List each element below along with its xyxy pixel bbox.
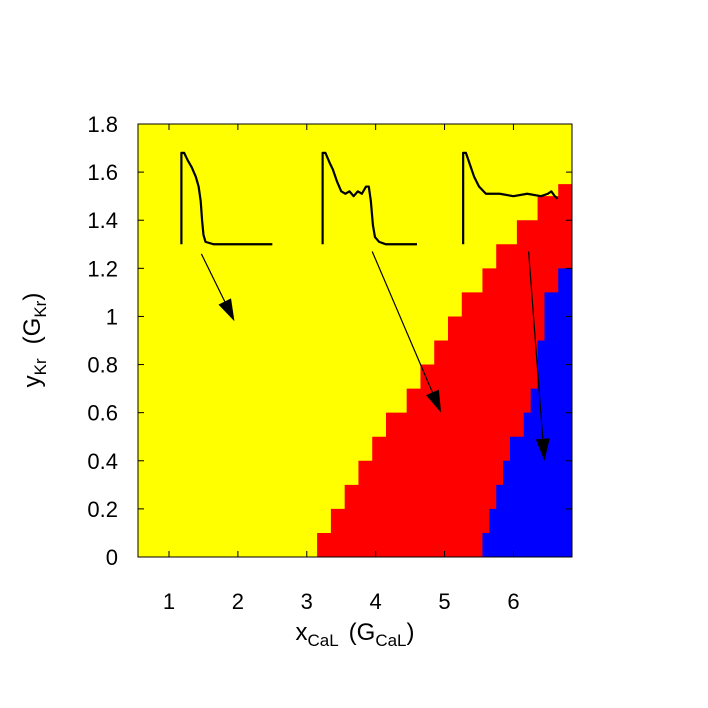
x-tick-label: 2 — [232, 589, 244, 614]
x-tick-label: 1 — [163, 589, 175, 614]
trace-line — [321, 151, 417, 246]
x-tick-label: 4 — [370, 589, 382, 614]
trace-annotations — [180, 151, 559, 461]
y-tick-label: 0.2 — [87, 497, 118, 522]
y-tick-label: 1.4 — [87, 208, 118, 233]
trace-3 — [462, 151, 559, 461]
trace-line — [462, 151, 559, 245]
y-tick-label: 0.8 — [87, 353, 118, 378]
x-axis-label: xCaL (GCaL) — [295, 619, 414, 650]
arrow-shaft — [528, 251, 544, 439]
y-tick-label: 1 — [106, 304, 118, 329]
y-tick-label: 0.4 — [87, 449, 118, 474]
y-axis: 0 0.2 0.4 0.6 0.8 1 1.2 1.4 1.6 1.8 — [87, 112, 572, 570]
x-tick-label: 5 — [438, 589, 450, 614]
y-axis-label: yKr(GKr) — [19, 293, 50, 388]
y-tick-label: 1.8 — [87, 112, 118, 137]
plot-area — [138, 124, 572, 557]
trace-2 — [321, 151, 442, 413]
y-tick-label: 0 — [106, 545, 118, 570]
arrow-head — [535, 438, 550, 461]
y-tick-label: 1.2 — [87, 256, 118, 281]
region-blue — [482, 268, 572, 557]
y-tick-label: 1.6 — [87, 160, 118, 185]
x-tick-label: 6 — [507, 589, 519, 614]
x-axis: 1 2 3 4 5 6 — [163, 124, 520, 614]
arrow-shaft — [200, 253, 226, 302]
arrow-head — [426, 389, 442, 413]
trace-line — [180, 151, 273, 246]
arrow-shaft — [371, 251, 434, 393]
plot-frame — [137, 123, 573, 558]
arrow-head — [218, 298, 235, 322]
y-tick-label: 0.6 — [87, 401, 118, 426]
trace-1 — [180, 151, 273, 322]
x-tick-label: 3 — [301, 589, 313, 614]
